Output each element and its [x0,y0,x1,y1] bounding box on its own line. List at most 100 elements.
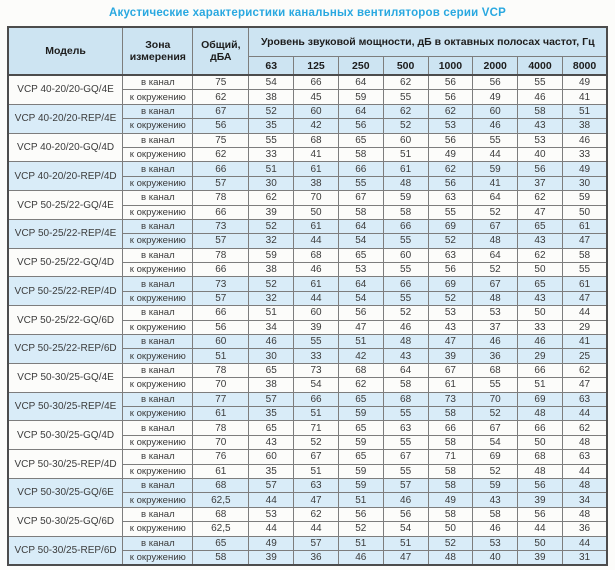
octave-band-value-cell: 55 [293,334,339,350]
zone-cell: к окружению [122,377,194,393]
total-dba-cell: 62 [192,89,250,105]
zone-cell: к окружению [122,405,194,422]
octave-band-value-cell: 58 [382,377,429,393]
octave-band-value-cell: 49 [248,535,295,551]
octave-band-value-cell: 62 [337,377,384,393]
octave-band-value-cell: 51 [517,377,563,393]
octave-band-value-cell: 65 [337,132,384,148]
table-row: VCP 50-25/22-REP/4E в канал 73 52 61 64 66 69 67… [7,218,608,249]
zone-cell: к окружению [122,463,194,479]
model-cell: VCP 50-30/25-GQ/6D [7,506,124,537]
octave-band-value-cell: 69 [427,218,474,235]
octave-band-value-cell: 32 [248,290,295,307]
octave-band-value-cell: 51 [561,103,608,120]
col-header-model: Модель [7,26,124,76]
octave-band-value-cell: 36 [472,348,519,364]
octave-band-value-cell: 62 [561,420,608,436]
octave-band-value-cell: 37 [517,175,563,192]
col-header-freq-250: 250 [337,56,384,76]
octave-band-value-cell: 67 [427,362,474,379]
octave-band-value-cell: 33 [248,146,295,163]
octave-band-value-cell: 49 [427,146,474,163]
octave-band-value-cell: 50 [517,535,563,551]
octave-band-value-cell: 49 [561,74,608,91]
octave-band-value-cell: 65 [337,449,384,465]
octave-band-value-cell: 44 [561,463,608,479]
zone-cell: в канал [122,506,194,523]
octave-band-value-cell: 43 [517,233,563,249]
octave-band-value-cell: 30 [248,175,295,192]
model-cell: VCP 50-30/25-REP/4E [7,391,124,422]
octave-band-value-cell: 67 [337,190,384,206]
octave-band-value-cell: 68 [472,362,519,379]
zone-cell: в канал [122,276,194,292]
total-dba-cell: 57 [192,233,250,249]
total-dba-cell: 76 [192,449,250,465]
table-row: VCP 40-20/20-GQ/4D в канал 75 55 68 65 60 56 55 5… [7,132,608,163]
octave-band-value-cell: 46 [517,334,563,350]
octave-band-value-cell: 61 [293,161,339,177]
octave-band-value-cell: 65 [517,276,563,292]
octave-band-value-cell: 52 [248,276,295,292]
octave-band-value-cell: 52 [337,521,384,537]
octave-band-value-cell: 52 [472,405,519,422]
total-dba-cell: 56 [192,118,250,134]
octave-band-value-cell: 44 [561,405,608,422]
octave-band-value-cell: 39 [248,204,295,220]
octave-band-value-cell: 67 [472,420,519,436]
col-header-freq-1000: 1000 [427,56,474,76]
octave-band-value-cell: 39 [293,319,339,336]
octave-band-value-cell: 46 [337,549,384,566]
octave-band-value-cell: 47 [382,549,429,566]
octave-band-value-cell: 32 [248,233,295,249]
octave-band-value-cell: 56 [427,132,474,148]
octave-band-value-cell: 52 [427,233,474,249]
octave-band-value-cell: 58 [427,463,474,479]
octave-band-value-cell: 41 [293,146,339,163]
octave-band-value-cell: 60 [293,305,339,321]
octave-band-value-cell: 54 [337,290,384,307]
octave-band-value-cell: 64 [337,74,384,91]
octave-band-value-cell: 48 [427,549,474,566]
octave-band-value-cell: 58 [382,204,429,220]
zone-cell: в канал [122,132,194,148]
octave-band-value-cell: 47 [427,334,474,350]
octave-band-value-cell: 54 [293,377,339,393]
octave-band-value-cell: 56 [517,477,563,494]
octave-band-value-cell: 42 [293,118,339,134]
octave-band-value-cell: 73 [293,362,339,379]
octave-band-value-cell: 60 [293,103,339,120]
octave-band-value-cell: 41 [561,89,608,105]
octave-band-value-cell: 62 [382,74,429,91]
model-cell: VCP 50-30/25-GQ/4D [7,420,124,451]
octave-band-value-cell: 56 [427,175,474,192]
zone-cell: к окружению [122,118,194,134]
octave-band-value-cell: 69 [472,449,519,465]
octave-band-value-cell: 53 [472,305,519,321]
model-cell: VCP 40-20/20-GQ/4D [7,132,124,163]
model-cell: VCP 50-25/22-GQ/4E [7,190,124,220]
octave-band-value-cell: 36 [293,549,339,566]
col-header-freq-125: 125 [293,56,339,76]
zone-cell: к окружению [122,146,194,163]
octave-band-value-cell: 53 [427,305,474,321]
octave-band-value-cell: 43 [382,348,429,364]
octave-band-value-cell: 50 [427,521,474,537]
octave-band-value-cell: 56 [427,89,474,105]
octave-band-value-cell: 48 [472,290,519,307]
model-cell: VCP 40-20/20-GQ/4E [7,74,124,105]
octave-band-value-cell: 66 [427,420,474,436]
octave-band-value-cell: 55 [382,434,429,451]
total-dba-cell: 57 [192,290,250,307]
octave-band-value-cell: 57 [293,535,339,551]
zone-cell: к окружению [122,521,194,537]
acoustic-characteristics-table: Модель Зона измерения Общий, дБА Уровень… [6,26,609,567]
total-dba-cell: 78 [192,420,250,436]
table-row: VCP 50-30/25-GQ/4E в канал 78 65 73 68 64 67 68 6… [7,362,608,393]
octave-band-value-cell: 44 [293,290,339,307]
model-cell: VCP 40-20/20-REP/4E [7,103,124,134]
octave-band-value-cell: 48 [561,477,608,494]
octave-band-value-cell: 44 [293,233,339,249]
total-dba-cell: 67 [192,103,250,120]
zone-cell: в канал [122,218,194,235]
